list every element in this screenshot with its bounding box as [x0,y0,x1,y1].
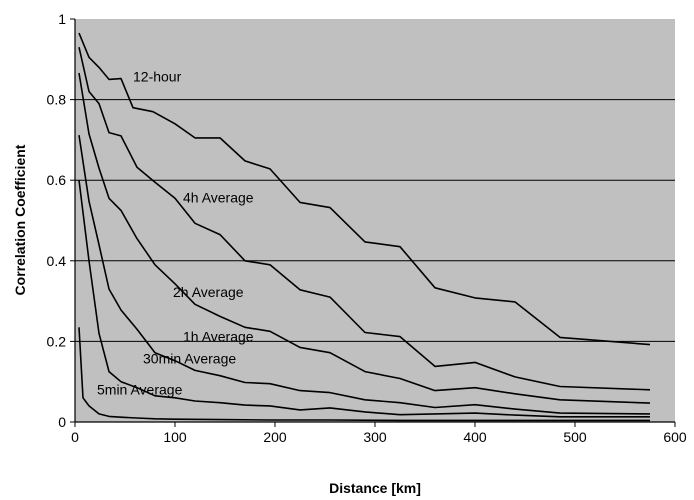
axes: 0 100 200 300 400 500 600 0 0.2 0.4 0.6 0.8 1 [47,11,687,445]
plot-area [75,19,675,422]
series-label-5: 5min Average [97,382,183,398]
y-tick-label-1: 0.2 [47,333,67,349]
series-line-2 [78,72,651,404]
y-tick-label-3: 0.6 [47,172,67,188]
series-label-3: 1h Average [183,328,254,344]
x-tick-label-1: 100 [163,429,187,445]
series-line-3 [78,134,651,415]
y-tick-label-2: 0.4 [47,253,67,269]
y-tick-label-0: 0 [58,414,66,430]
series-label-1: 4h Average [183,189,254,205]
gridlines [75,99,675,342]
series-lines [78,32,651,422]
series-line-4 [78,180,650,418]
series-line-0 [78,32,651,346]
x-tick-label-6: 600 [663,429,687,445]
x-tick-label-3: 300 [363,429,387,445]
x-tick-label-5: 500 [563,429,587,445]
series-line-1 [78,47,651,391]
x-tick-label-2: 200 [263,429,287,445]
y-axis-title: Correlation Coefficient [12,144,28,295]
y-tick-label-4: 0.8 [47,92,67,108]
series-line-5 [78,327,650,422]
y-tick-label-5: 1 [58,11,66,27]
series-label-2: 2h Average [173,284,244,300]
x-tick-label-0: 0 [71,429,79,445]
x-tick-label-4: 400 [463,429,487,445]
series-labels: 12-hour 4h Average 2h Average 1h Average 30m… [97,68,254,397]
x-axis-title: Distance [km] [329,480,421,496]
series-label-0: 12-hour [133,68,182,84]
series-label-4: 30min Average [143,351,236,367]
